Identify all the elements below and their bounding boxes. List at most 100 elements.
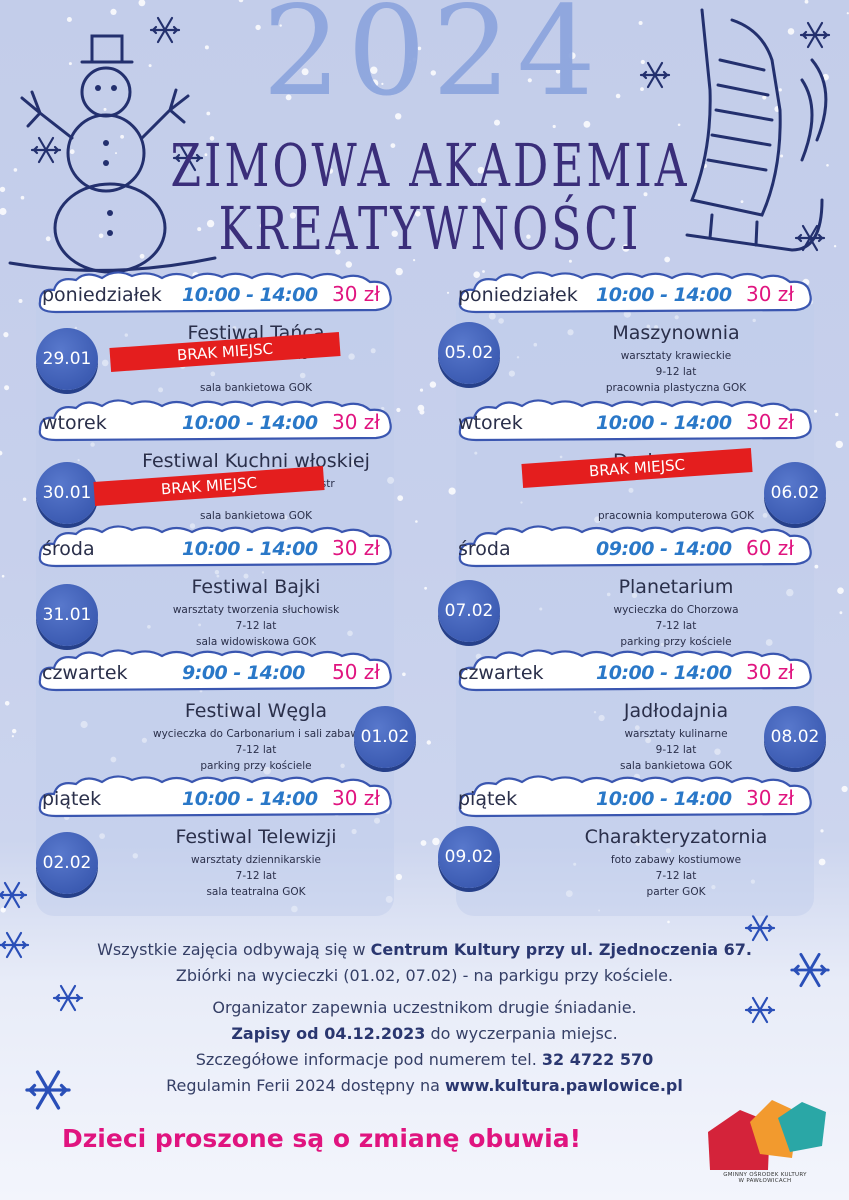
- day-card: czwartek 9:00 - 14:00 50 zł Festiwal Węgla w…: [36, 646, 416, 772]
- cloud-header-shape: [38, 271, 392, 314]
- event-detail: 7-12 lat: [235, 870, 277, 882]
- time-range: 10:00 - 14:00: [596, 662, 732, 684]
- event-detail: pracownia komputerowa GOK: [598, 510, 754, 522]
- info-location-bold: Centrum Kultury przy ul. Zjednoczenia 67…: [370, 940, 752, 959]
- price: 30 zł: [332, 786, 380, 810]
- cloud-header-shape: [38, 775, 392, 818]
- title-line-1: ZIMOWA AKADEMIA: [170, 132, 690, 201]
- day-name: piątek: [458, 788, 518, 810]
- price: 30 zł: [746, 786, 794, 810]
- event-detail: 9-12 lat: [655, 744, 697, 756]
- event-detail: pracownia plastyczna GOK: [605, 382, 747, 394]
- time-range: 10:00 - 14:00: [596, 788, 732, 810]
- event-detail: foto zabawy kostiumowe: [610, 854, 742, 866]
- event-detail: sala widowiskowa GOK: [196, 636, 316, 648]
- event-title: Festiwal Kuchni włoskiej: [142, 450, 370, 472]
- info-phone-number: 32 4722 570: [541, 1050, 654, 1069]
- info-line-2: Zbiórki na wycieczki (01.02, 07.02) - na…: [175, 966, 674, 985]
- date-badge: 09.02: [438, 826, 500, 888]
- time-range: 9:00 - 14:00: [182, 662, 305, 684]
- date-badge: 06.02: [764, 462, 826, 524]
- info-registration-text: do wyczerpania miejsc.: [425, 1024, 618, 1043]
- date-badge: 07.02: [438, 580, 500, 642]
- info-line-1: Wszystkie zajęcia odbywają się w Centrum…: [0, 940, 849, 959]
- cloud-header-shape: [458, 271, 812, 314]
- price: 30 zł: [332, 410, 380, 434]
- cloud-header-shape: [458, 399, 812, 442]
- price: 30 zł: [746, 282, 794, 306]
- day-name: piątek: [42, 788, 102, 810]
- snowman-icon: [8, 34, 217, 274]
- year-heading: 2024: [262, 0, 602, 124]
- date-badge: 29.01: [36, 328, 98, 390]
- day-card: poniedziałek 10:00 - 14:00 30 zł Maszynowni…: [438, 268, 816, 394]
- event-detail: wycieczka do Chorzowa: [613, 604, 739, 616]
- day-name: środa: [42, 538, 95, 560]
- event-detail: parking przy kościele: [620, 636, 732, 648]
- event-detail: parter GOK: [646, 886, 706, 898]
- title-line-2: KREATYWNOŚCI: [218, 195, 642, 264]
- cloud-header-shape: [458, 775, 812, 818]
- event-title: Planetarium: [618, 576, 734, 598]
- time-range: 10:00 - 14:00: [182, 284, 318, 306]
- time-range: 10:00 - 14:00: [182, 788, 318, 810]
- event-detail: 7-12 lat: [655, 620, 697, 632]
- event-title: Festiwal Telewizji: [175, 826, 337, 848]
- price: 60 zł: [746, 536, 794, 560]
- info-line-5: Szczegółowe informacje pod numerem tel. …: [0, 1050, 849, 1069]
- gok-logo: [708, 1100, 826, 1170]
- event-detail: 7-12 lat: [235, 744, 277, 756]
- event-detail: wycieczka do Carbonarium i sali zabaw: [152, 728, 359, 740]
- event-detail: parking przy kościele: [200, 760, 312, 772]
- day-name: środa: [458, 538, 511, 560]
- day-name: poniedziałek: [42, 284, 162, 306]
- price: 30 zł: [746, 410, 794, 434]
- event-title: Maszynownia: [612, 322, 740, 344]
- info-location-text: Wszystkie zajęcia odbywają się w: [97, 940, 371, 959]
- event-detail: 9-12 lat: [655, 366, 697, 378]
- day-name: wtorek: [458, 412, 523, 434]
- logo-text-line-1: GMINNY OŚRODEK KULTURY: [723, 1172, 807, 1178]
- event-title: Festiwal Bajki: [191, 576, 321, 598]
- day-card: poniedziałek 10:00 - 14:00 30 zł Festiwal T…: [36, 268, 396, 394]
- day-name: czwartek: [458, 662, 544, 684]
- logo-text-line-2: W PAWŁOWICACH: [738, 1178, 792, 1184]
- date-badge: 02.02: [36, 832, 98, 894]
- info-phone-text: Szczegółowe informacje pod numerem tel.: [195, 1050, 542, 1069]
- date-badge: 05.02: [438, 322, 500, 384]
- info-line-4: Zapisy od 04.12.2023 do wyczerpania miej…: [0, 1024, 849, 1043]
- event-detail: 7-12 lat: [235, 620, 277, 632]
- day-name: poniedziałek: [458, 284, 578, 306]
- event-title: Charakteryzatornia: [584, 826, 768, 848]
- event-detail: 7-12 lat: [655, 870, 697, 882]
- event-detail: sala bankietowa GOK: [200, 382, 312, 394]
- time-range: 10:00 - 14:00: [596, 412, 732, 434]
- event-detail: warsztaty kulinarne: [624, 728, 728, 740]
- event-detail: warsztaty tworzenia słuchowisk: [172, 604, 340, 616]
- date-badge: 31.01: [36, 584, 98, 646]
- shoe-change-notice: Dzieci proszone są o zmianę obuwia!: [62, 1124, 582, 1153]
- day-card: czwartek 10:00 - 14:00 30 zł Jadłodajnia war…: [456, 646, 826, 772]
- info-website-link[interactable]: www.kultura.pawlowice.pl: [445, 1076, 683, 1095]
- ice-skate-icon: [685, 8, 828, 252]
- cloud-header-shape: [38, 399, 392, 442]
- time-range: 10:00 - 14:00: [182, 412, 318, 434]
- time-range: 10:00 - 14:00: [596, 284, 732, 306]
- info-registration-bold: Zapisy od 04.12.2023: [231, 1024, 426, 1043]
- info-rules-text: Regulamin Ferii 2024 dostępny na: [166, 1076, 445, 1095]
- event-title: Festiwal Węgla: [184, 700, 328, 722]
- time-range: 10:00 - 14:00: [182, 538, 318, 560]
- date-badge: 08.02: [764, 706, 826, 768]
- cloud-header-shape: [458, 525, 812, 568]
- event-detail: warsztaty krawieckie: [620, 350, 732, 362]
- day-name: czwartek: [42, 662, 128, 684]
- day-name: wtorek: [42, 412, 107, 434]
- event-title: Jadłodajnia: [623, 700, 729, 722]
- cloud-header-shape: [38, 525, 392, 568]
- cloud-header-shape: [458, 649, 812, 692]
- price: 50 zł: [332, 660, 380, 684]
- sold-out-badge: BRAK MIEJSC: [93, 466, 325, 506]
- day-card: wtorek 10:00 - 14:00 30 zł Festiwal Kuchni …: [36, 396, 396, 524]
